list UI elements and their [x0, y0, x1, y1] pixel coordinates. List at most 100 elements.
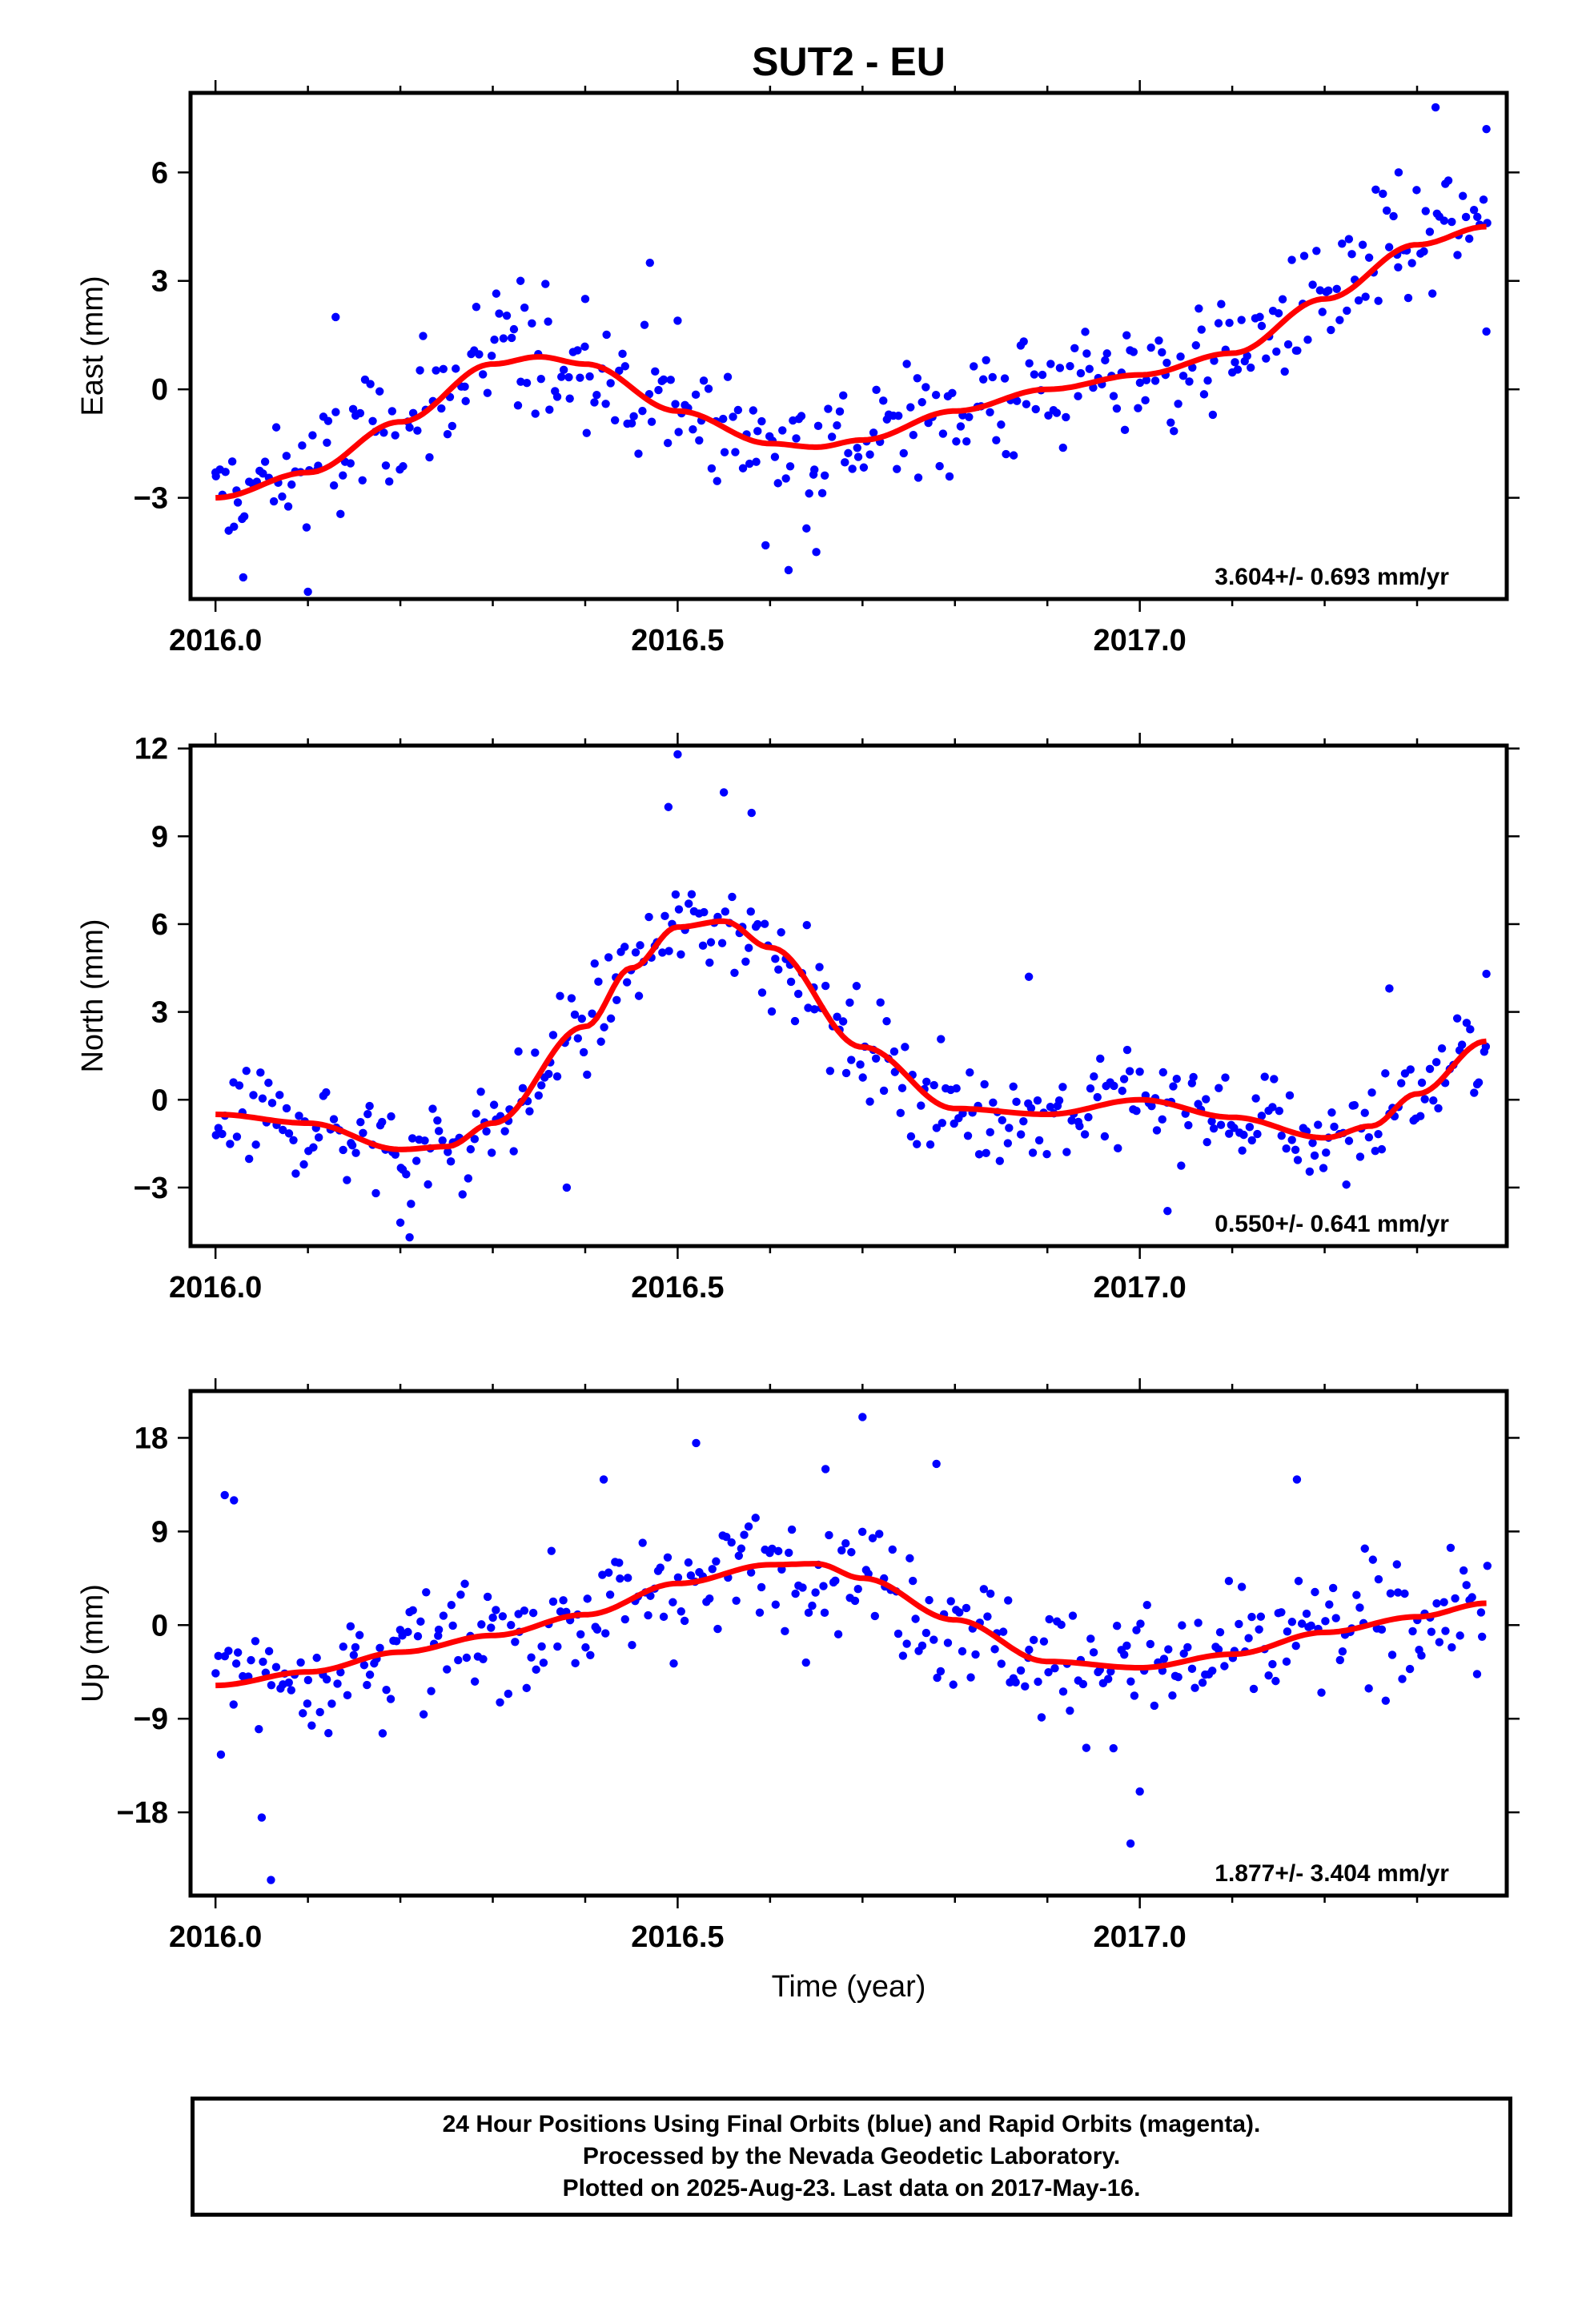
data-point	[548, 1031, 558, 1039]
data-point	[1299, 251, 1309, 260]
data-point	[1146, 1639, 1155, 1649]
data-point	[888, 1545, 897, 1554]
x-axis-label: Time (year)	[772, 1970, 926, 2004]
data-point	[704, 384, 713, 393]
data-point	[1255, 1625, 1263, 1634]
data-point	[1198, 1678, 1207, 1687]
data-point	[669, 1598, 677, 1606]
data-point	[1044, 1667, 1053, 1677]
data-point	[1085, 364, 1094, 373]
data-point	[1224, 1576, 1234, 1586]
data-point	[582, 428, 591, 437]
data-point	[1126, 1677, 1135, 1686]
data-point	[1429, 1096, 1438, 1105]
data-point	[251, 1637, 260, 1646]
data-point	[1062, 412, 1070, 422]
data-point	[1239, 1130, 1248, 1140]
caption-line-1: 24 Hour Positions Using Final Orbits (bl…	[442, 2111, 1261, 2137]
data-point	[460, 382, 469, 392]
data-point	[1039, 1637, 1049, 1646]
data-point	[1431, 1058, 1441, 1067]
data-point	[537, 1642, 546, 1651]
data-point	[1453, 251, 1462, 259]
data-point	[634, 449, 643, 458]
data-point	[753, 919, 762, 929]
data-point	[1292, 1475, 1302, 1484]
data-point	[452, 364, 460, 373]
data-point	[1431, 103, 1440, 112]
data-point	[811, 1588, 820, 1597]
data-point	[596, 1037, 605, 1046]
data-point	[302, 523, 311, 532]
data-point	[461, 396, 470, 406]
data-point	[1384, 243, 1394, 251]
data-point	[820, 471, 829, 480]
data-point	[1350, 1100, 1359, 1110]
data-point	[1360, 1108, 1369, 1117]
data-point	[902, 1639, 911, 1648]
data-point	[1310, 1151, 1319, 1160]
data-point	[700, 907, 709, 917]
data-point	[1030, 370, 1039, 379]
data-point	[646, 1591, 655, 1600]
data-point	[379, 428, 388, 437]
data-point	[1062, 1148, 1071, 1156]
data-point	[997, 420, 1006, 429]
data-point	[647, 417, 656, 426]
y-tick-label: −3	[134, 482, 168, 516]
data-point	[211, 468, 220, 477]
data-point	[998, 1627, 1008, 1636]
data-point	[965, 412, 974, 421]
data-point	[853, 1584, 862, 1594]
data-point	[289, 1136, 298, 1144]
data-point	[1270, 1075, 1279, 1084]
data-point	[1066, 1706, 1074, 1715]
data-point	[590, 398, 599, 407]
data-point	[545, 405, 554, 414]
data-point	[502, 311, 512, 320]
data-point	[1393, 1588, 1403, 1597]
data-point	[1158, 348, 1166, 357]
data-point	[1016, 1666, 1026, 1675]
data-point	[1243, 352, 1251, 360]
data-point	[447, 1600, 456, 1610]
data-point	[815, 963, 824, 971]
data-point	[507, 333, 516, 343]
data-point	[1344, 235, 1354, 243]
data-point	[1283, 340, 1293, 349]
data-point	[404, 1627, 412, 1637]
data-point	[434, 1631, 443, 1640]
fit-line-up	[215, 1561, 1487, 1689]
panel-up: 2016.0 2016.5 2017.0 −18 −9 0 9 18 Up (mm) 1.877+…	[76, 1378, 1520, 1954]
y-tick-label: 18	[135, 1421, 168, 1455]
data-point	[636, 941, 644, 950]
data-point	[708, 1565, 717, 1574]
data-point	[1104, 1675, 1113, 1683]
data-point	[1377, 1144, 1387, 1154]
data-point	[1354, 296, 1363, 305]
data-point	[1166, 418, 1175, 427]
data-point	[1129, 348, 1138, 356]
data-point	[1235, 1619, 1243, 1629]
data-point	[986, 1589, 995, 1598]
data-point	[824, 404, 833, 413]
data-point	[753, 427, 762, 436]
data-point	[1282, 1657, 1291, 1667]
data-point	[896, 1108, 905, 1118]
data-point	[1394, 263, 1403, 272]
data-point	[926, 1140, 935, 1149]
data-point	[399, 462, 408, 471]
data-point	[817, 489, 827, 498]
data-point	[605, 1590, 615, 1599]
data-point	[1075, 1121, 1084, 1131]
data-point	[1021, 1682, 1030, 1691]
data-point	[392, 1637, 401, 1646]
data-point	[233, 498, 243, 507]
data-point	[1335, 1655, 1344, 1665]
data-point	[720, 448, 729, 456]
data-point	[339, 471, 347, 480]
data-point	[601, 1629, 610, 1638]
data-point	[610, 416, 620, 425]
data-point	[730, 968, 739, 977]
data-point	[1425, 1064, 1435, 1074]
